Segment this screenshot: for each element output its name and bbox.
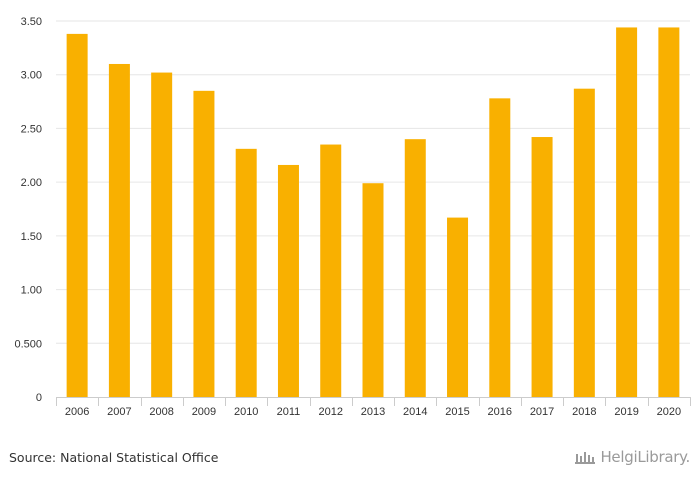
brand-logo: HelgiLibrary.	[574, 448, 690, 466]
bar-2015	[447, 217, 469, 397]
source-note: Source: National Statistical Office	[9, 450, 219, 465]
bar-2012	[320, 144, 342, 397]
y-axis-ticks: 0 0.500 1.00 1.50 2.00 2.50 3.00 3.50	[14, 16, 42, 404]
bar-2006	[66, 33, 88, 398]
library-icon	[575, 452, 596, 464]
bar-2017	[531, 137, 553, 397]
bar-2007	[108, 63, 130, 397]
x-tick-label: 2014	[403, 406, 427, 418]
x-tick-label: 2007	[107, 406, 131, 418]
bar-2020	[658, 27, 680, 398]
x-tick-label: 2012	[318, 406, 342, 418]
y-tick-label: 1.50	[21, 231, 42, 243]
x-tick-label: 2013	[361, 406, 385, 418]
x-tick-label: 2006	[65, 406, 89, 418]
y-tick-label: 3.50	[21, 16, 42, 28]
bar-2011	[277, 164, 299, 397]
y-tick-label: 0	[36, 392, 42, 404]
x-tick-label: 2008	[149, 406, 173, 418]
x-tick-label: 2018	[572, 406, 596, 418]
bar-2009	[193, 90, 215, 397]
x-tick-label: 2016	[488, 406, 512, 418]
bars	[66, 27, 680, 398]
bar-2008	[151, 72, 173, 398]
y-tick-label: 3.00	[21, 70, 42, 82]
y-tick-label: 1.00	[21, 285, 42, 297]
x-axis-ticks: 2006 2007 2008 2009 2010 2011 2012 2013 2014 2015…	[65, 406, 681, 418]
x-tick-label: 2019	[614, 406, 638, 418]
x-tick-label: 2015	[445, 406, 469, 418]
x-tick-label: 2011	[277, 406, 301, 418]
x-tick-label: 2009	[192, 406, 216, 418]
x-axis	[56, 397, 691, 406]
x-tick-label: 2010	[234, 406, 258, 418]
bar-2016	[489, 98, 511, 397]
y-tick-label: 0.500	[14, 338, 42, 350]
x-tick-label: 2020	[657, 406, 681, 418]
bar-2010	[235, 148, 257, 397]
bar-2013	[362, 183, 384, 397]
bar-2018	[573, 88, 595, 398]
brand-name: HelgiLibrary.	[600, 448, 690, 466]
y-tick-label: 2.50	[21, 123, 42, 135]
bar-2019	[616, 27, 638, 398]
bar-2014	[404, 139, 426, 397]
y-tick-label: 2.00	[21, 177, 42, 189]
x-tick-label: 2017	[530, 406, 554, 418]
